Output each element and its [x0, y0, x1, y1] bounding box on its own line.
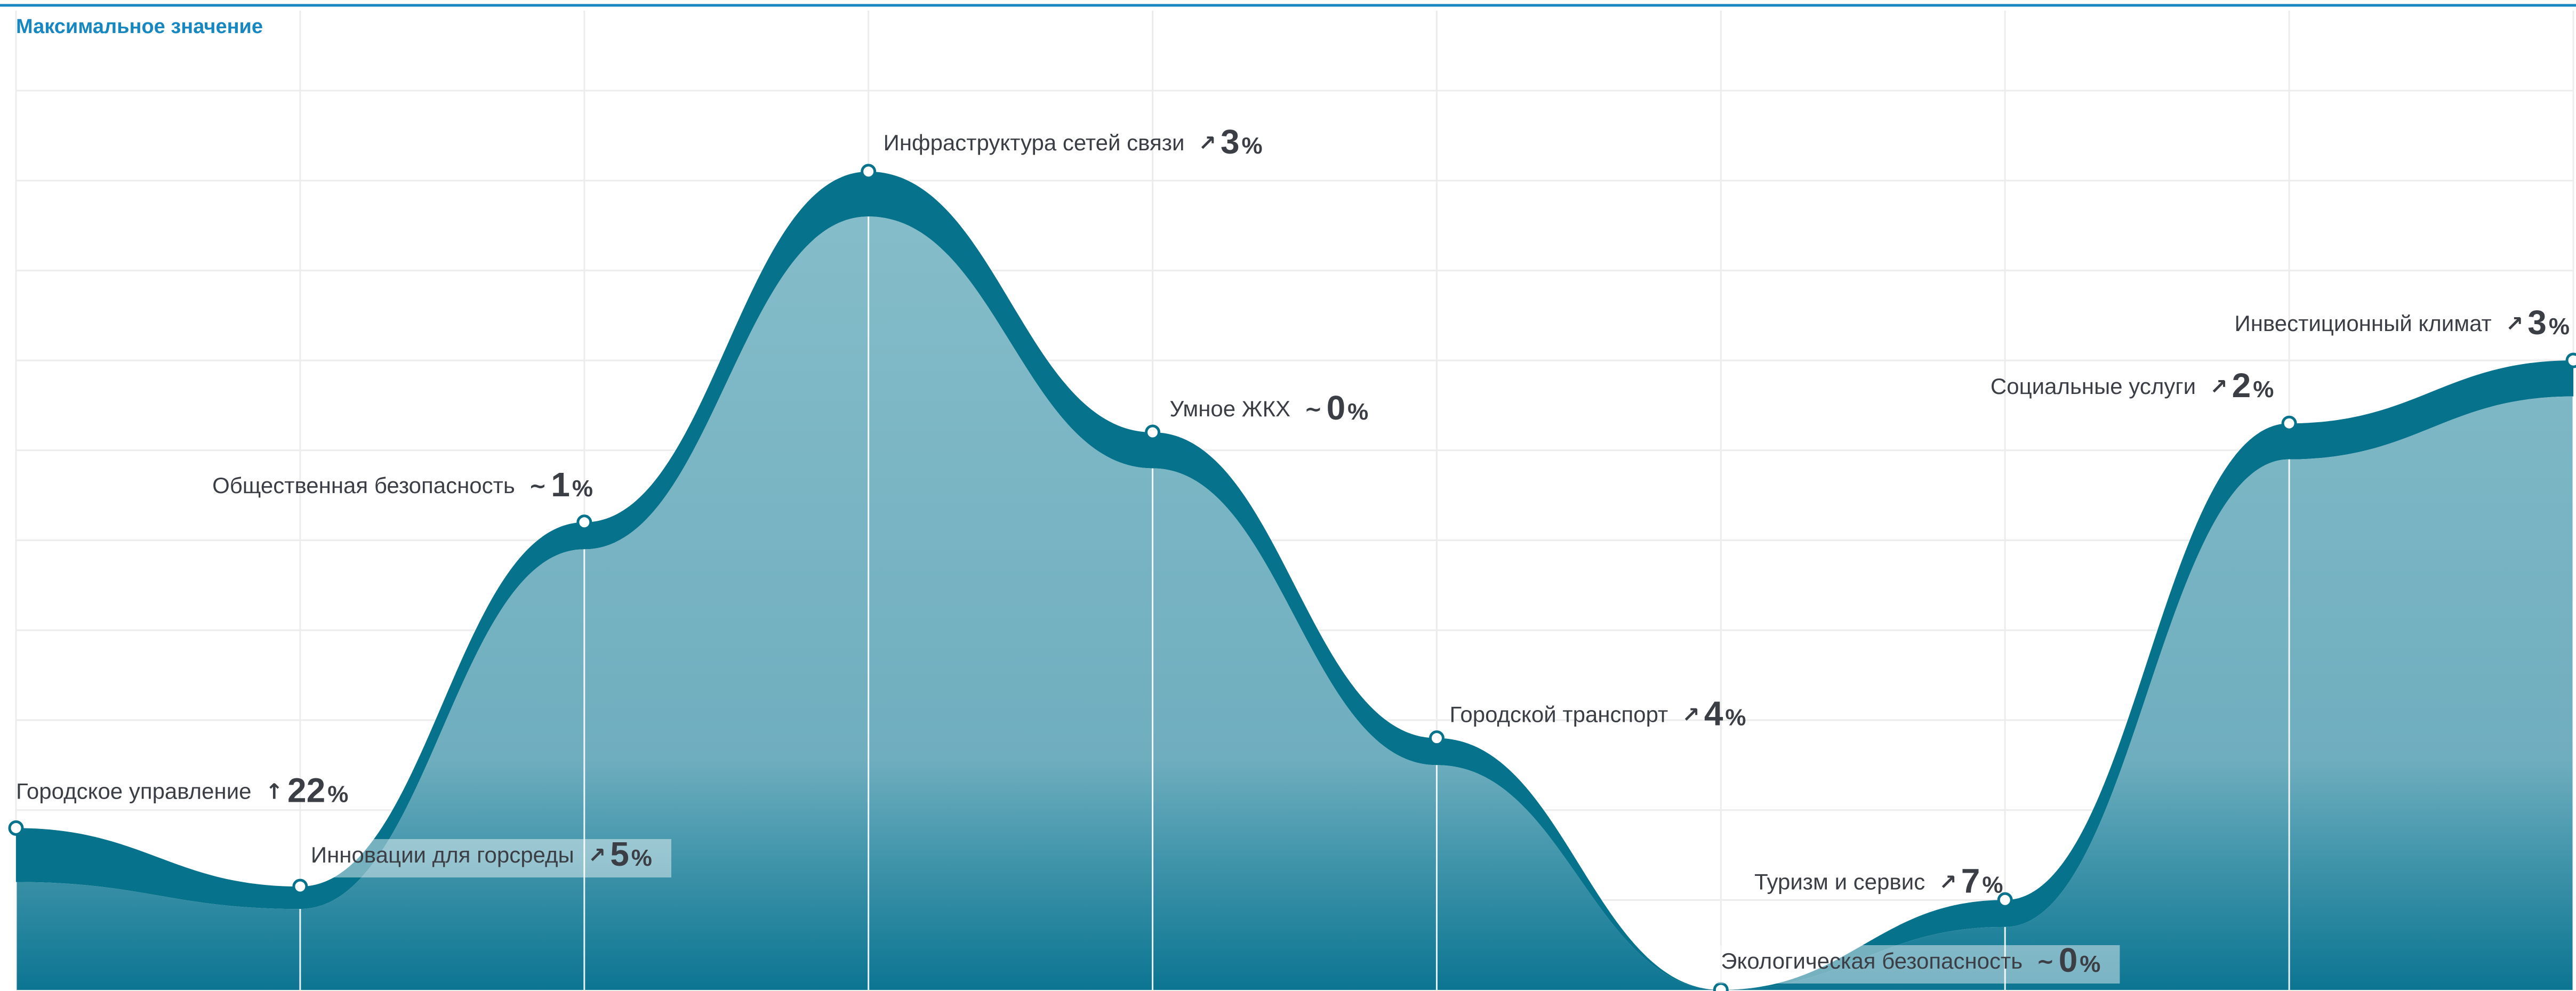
category-label: Инфраструктура сетей связи — [884, 130, 1185, 155]
trend-arrow-icon: ~ — [1304, 397, 1322, 422]
trend-arrow-icon: ↗ — [1198, 131, 1216, 156]
change-value: 3 — [2527, 303, 2547, 342]
trend-arrow-icon: ~ — [529, 474, 547, 498]
category-label: Туризм и сервис — [1754, 869, 1925, 894]
data-label: Городское управление ↑ 22% — [16, 771, 348, 809]
chart-title: Максимальное значение — [16, 15, 263, 38]
category-label: Умное ЖКХ — [1170, 396, 1291, 421]
change-unit: % — [1725, 705, 1746, 731]
change-value: 3 — [1221, 123, 1240, 161]
data-point — [861, 164, 877, 180]
change-value: 0 — [1327, 389, 1346, 427]
data-point — [1429, 730, 1445, 746]
change-value: 2 — [2232, 366, 2251, 405]
data-point — [8, 820, 24, 836]
change-unit: % — [2080, 951, 2100, 977]
data-label: Городской транспорт ↗ 4% — [1449, 695, 1746, 733]
series-max-band — [16, 171, 2573, 990]
change-unit: % — [2549, 313, 2570, 340]
trend-arrow-icon: ↗ — [1682, 703, 1700, 728]
category-label: Инвестиционный климат — [2235, 311, 2492, 336]
trend-arrow-icon: ↗ — [1939, 870, 1957, 895]
data-point — [292, 879, 308, 895]
change-value: 7 — [1961, 861, 1980, 900]
change-value: 0 — [2059, 941, 2078, 979]
data-label: Экологическая безопасность ~0% — [1711, 941, 2120, 984]
change-value: 1 — [551, 465, 570, 504]
data-labels: Городское управление ↑ 22 %Инновации для го… — [16, 123, 2570, 984]
change-unit: % — [1982, 872, 2003, 898]
change-unit: % — [1347, 399, 1368, 425]
trend-arrow-icon: ↗ — [588, 843, 606, 868]
data-point — [2281, 415, 2297, 431]
data-label: Инфраструктура сетей связи ↗ 3% — [884, 123, 1263, 161]
category-label: Социальные услуги — [1991, 374, 2196, 399]
vertical-gridlines-front — [15, 216, 2574, 990]
trend-arrow-icon: ↑ — [266, 779, 284, 804]
data-label-box — [301, 839, 671, 877]
series-area — [16, 216, 2573, 990]
data-label: Туризм и сервис ↗ 7% — [1754, 861, 2003, 900]
change-value: 22 — [287, 771, 325, 809]
data-points — [8, 164, 2576, 991]
change-unit: % — [631, 845, 652, 871]
trend-arrow-icon: ~ — [2036, 949, 2055, 974]
category-label: Городской транспорт — [1449, 702, 1668, 727]
data-point — [1713, 982, 1729, 991]
data-label: Умное ЖКХ ~0% — [1170, 389, 1369, 427]
data-point — [576, 514, 592, 530]
trend-arrow-icon: ↗ — [2210, 375, 2228, 399]
trend-arrow-icon: ↗ — [2506, 312, 2524, 336]
change-value: 4 — [1704, 695, 1723, 733]
category-label: Городское управление — [16, 778, 252, 803]
data-point — [1145, 424, 1161, 440]
change-unit: % — [2253, 376, 2274, 402]
data-point — [2565, 352, 2576, 368]
data-label-box — [1711, 945, 2120, 984]
data-label: Инвестиционный климат ↗ 3% — [2235, 303, 2570, 342]
change-unit: % — [572, 476, 593, 502]
category-label: Общественная безопасность — [212, 473, 515, 498]
category-label: Инновации для горсреды — [311, 842, 574, 867]
data-label: Инновации для горсреды ↗ 5% — [301, 835, 671, 877]
change-unit: % — [327, 781, 348, 807]
category-label: Экологическая безопасность — [1721, 948, 2023, 973]
data-point — [1997, 892, 2013, 908]
data-label: Общественная безопасность ~1% — [212, 465, 593, 504]
data-label: Социальные услуги ↗ 2% — [1991, 366, 2274, 405]
change-value: 5 — [610, 835, 629, 873]
change-unit: % — [1242, 133, 1263, 159]
